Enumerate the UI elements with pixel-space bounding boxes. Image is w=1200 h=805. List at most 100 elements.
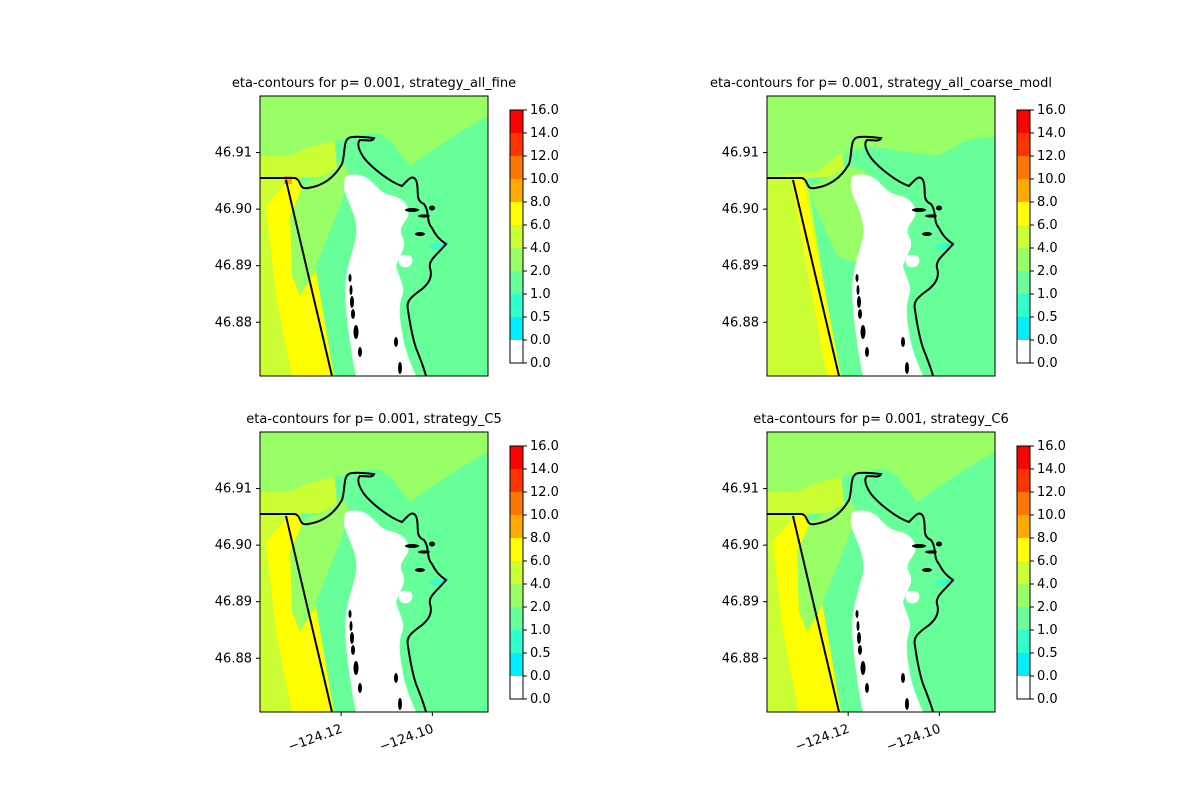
colorbar-band (510, 133, 523, 156)
map-area (260, 432, 488, 712)
islet (865, 683, 869, 693)
islet (350, 296, 354, 308)
islet (350, 632, 354, 644)
colorbar-tick-label: 0.0 (530, 333, 551, 348)
colorbar-band (510, 630, 523, 653)
panel-title: eta-contours for p= 0.001, strategy_all_… (710, 76, 1052, 91)
dry-patch (887, 547, 906, 565)
coastline (767, 135, 955, 376)
north-region (260, 96, 488, 166)
axes-frame (259, 95, 489, 377)
colorbar-tick-label: 10.0 (530, 508, 559, 523)
colorbar-tick-label: 12.0 (1037, 149, 1066, 164)
colorbar-band (510, 202, 523, 225)
islet (855, 274, 859, 282)
y-tick-label: 46.90 (215, 538, 252, 553)
colorbar-tick-label: 16.0 (1037, 103, 1066, 118)
islet (358, 347, 362, 357)
colorbar-band (510, 561, 523, 584)
dry-flats (850, 174, 923, 376)
colorbar-tick-label: 0.5 (1037, 646, 1058, 661)
colorbar-tick-label: 4.0 (1037, 577, 1058, 592)
panel-title: eta-contours for p= 0.001, strategy_all_… (232, 76, 516, 91)
colorbar-band (1017, 584, 1030, 607)
x-tick-label: −124.10 (885, 722, 943, 755)
islet (856, 621, 860, 631)
y-tick-label: 46.88 (215, 651, 252, 666)
colorbar-band (1017, 538, 1030, 561)
y-tick-label: 46.89 (722, 259, 759, 274)
north-region (767, 432, 995, 502)
colorbar-band (510, 653, 523, 676)
dry-flats (343, 510, 416, 712)
colorbar-tick-label: 4.0 (530, 241, 551, 256)
colorbar-band (1017, 630, 1030, 653)
islet (858, 309, 862, 319)
colorbar-tick-label: 6.0 (1037, 218, 1058, 233)
colorbar-tick-label: 14.0 (1037, 462, 1066, 477)
colorbar-tick-label: 6.0 (530, 554, 551, 569)
colorbar-tick-label: 4.0 (530, 577, 551, 592)
islet (418, 214, 430, 218)
x-tick-label: −124.12 (793, 722, 851, 755)
colorbar-tick-label: 1.0 (1037, 623, 1058, 638)
colorbar-tick-label: 0.0 (530, 669, 551, 684)
colorbar-band (1017, 225, 1030, 248)
channel-line (792, 179, 840, 376)
islet (349, 621, 353, 631)
colorbar-band (510, 248, 523, 271)
panel-strategy-all-coarse-modl: eta-contours for p= 0.001, strategy_all_… (710, 76, 1066, 377)
colorbar-band (1017, 515, 1030, 538)
panel-strategy-all-fine: eta-contours for p= 0.001, strategy_all_… (215, 76, 559, 377)
islet (348, 610, 352, 618)
colorbar-frame (509, 445, 524, 700)
islet (922, 232, 932, 236)
colorbar-tick-label: 0.0 (1037, 669, 1058, 684)
dry-patch (864, 525, 878, 539)
colorbar-band (510, 538, 523, 561)
axes-frame (259, 431, 489, 713)
colorbar-tick-label: 4.0 (1037, 241, 1058, 256)
islet (394, 337, 398, 347)
colorbar-tick-label: 8.0 (530, 195, 551, 210)
axes-frame (766, 95, 996, 377)
colorbar-tick-label: 1.0 (530, 623, 551, 638)
colorbar-tick-label: 2.0 (530, 264, 551, 279)
y-tick-label: 46.88 (215, 315, 252, 330)
colorbar-tick-label: 14.0 (530, 126, 559, 141)
colorbar-band (510, 156, 523, 179)
dry-patch (380, 211, 399, 229)
islet (429, 541, 435, 547)
colorbar-tick-label: 0.0 (1037, 356, 1058, 371)
colorbar: 16.0 14.0 12.0 10.0 8.0 6.0 4.0 2.0 1.0 0.5 0.0 0.0 (509, 103, 559, 371)
colorbar-tick-label: 10.0 (530, 172, 559, 187)
islet (912, 208, 926, 212)
islet (348, 274, 352, 282)
islet (901, 673, 905, 683)
colorbar-tick-label: 16.0 (1037, 439, 1066, 454)
colorbar-band (1017, 340, 1030, 363)
y-tick-label: 46.88 (722, 651, 759, 666)
colorbar-tick-label: 2.0 (530, 600, 551, 615)
islet (398, 698, 402, 710)
colorbar-tick-label: 2.0 (1037, 600, 1058, 615)
islet (857, 296, 861, 308)
colorbar-band (510, 584, 523, 607)
islet (860, 661, 866, 675)
colorbar-band (1017, 561, 1030, 584)
colorbar-band (1017, 133, 1030, 156)
panel-title: eta-contours for p= 0.001, strategy_C6 (753, 412, 1008, 427)
colorbar-frame (509, 109, 524, 364)
colorbar-band (510, 271, 523, 294)
colorbar-band (510, 492, 523, 515)
channel-line (285, 515, 333, 712)
colorbar-band (1017, 676, 1030, 699)
colorbar-tick-label: 14.0 (530, 462, 559, 477)
islet (415, 232, 425, 236)
colorbar-tick-label: 2.0 (1037, 264, 1058, 279)
islet (936, 205, 942, 211)
x-tick-label: −124.12 (286, 722, 344, 755)
colorbar-tick-label: 0.0 (1037, 692, 1058, 707)
y-tick-label: 46.88 (722, 315, 759, 330)
islet (353, 325, 359, 339)
